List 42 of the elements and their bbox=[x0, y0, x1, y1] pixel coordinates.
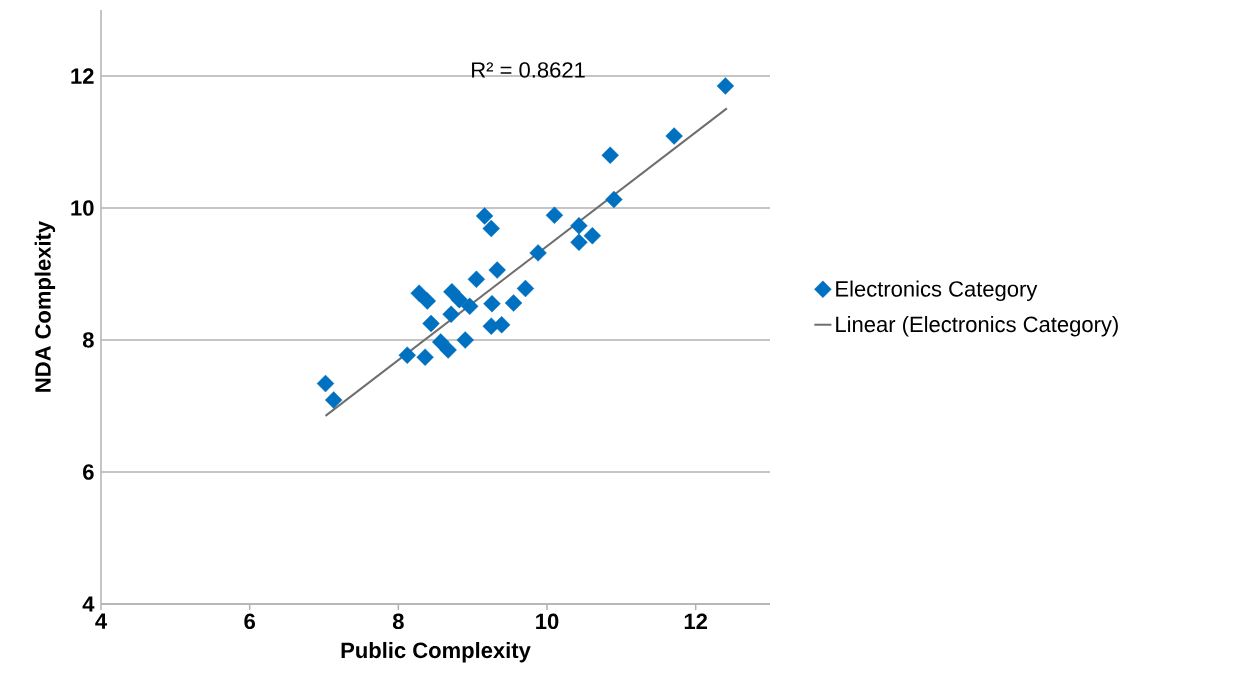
x-tick-label: 10 bbox=[536, 613, 559, 630]
point bbox=[504, 294, 523, 312]
y-tick-label: 8 bbox=[82, 332, 94, 348]
legend-label: Linear (Electronics Category) bbox=[836, 316, 1118, 337]
point bbox=[439, 341, 457, 359]
x-tick-label: 8 bbox=[392, 613, 404, 630]
x-tick-label: 4 bbox=[95, 613, 108, 629]
y-axis-title: NDA Complexity bbox=[34, 220, 56, 392]
y-tick-label: 12 bbox=[71, 68, 94, 84]
x-tick-label: 6 bbox=[244, 613, 255, 630]
point bbox=[529, 244, 547, 262]
point bbox=[398, 346, 416, 364]
point bbox=[601, 146, 619, 164]
point bbox=[467, 270, 486, 288]
point bbox=[416, 348, 434, 366]
y-tick-label: 10 bbox=[71, 200, 94, 216]
point bbox=[483, 295, 501, 313]
point bbox=[422, 314, 440, 333]
y-tick-label: 4 bbox=[82, 596, 95, 612]
point bbox=[442, 305, 460, 323]
point bbox=[545, 206, 564, 224]
point bbox=[324, 391, 343, 409]
point bbox=[418, 292, 437, 310]
point bbox=[482, 219, 500, 238]
point bbox=[605, 190, 623, 209]
legend-label: Electronics Category bbox=[836, 280, 1038, 302]
point bbox=[488, 261, 506, 279]
point bbox=[665, 127, 683, 145]
point bbox=[456, 331, 474, 349]
point bbox=[475, 207, 494, 225]
point bbox=[316, 374, 335, 393]
point bbox=[450, 291, 468, 309]
annotation: R² = 0.8621 bbox=[472, 62, 585, 78]
point bbox=[570, 217, 588, 235]
point bbox=[716, 77, 735, 95]
point bbox=[516, 279, 535, 298]
x-axis-title: Public Complexity bbox=[341, 641, 531, 663]
point bbox=[570, 233, 588, 252]
point bbox=[583, 227, 602, 245]
point bbox=[461, 297, 479, 316]
y-tick-label: 6 bbox=[83, 464, 94, 480]
x-tick-label: 12 bbox=[684, 613, 708, 629]
